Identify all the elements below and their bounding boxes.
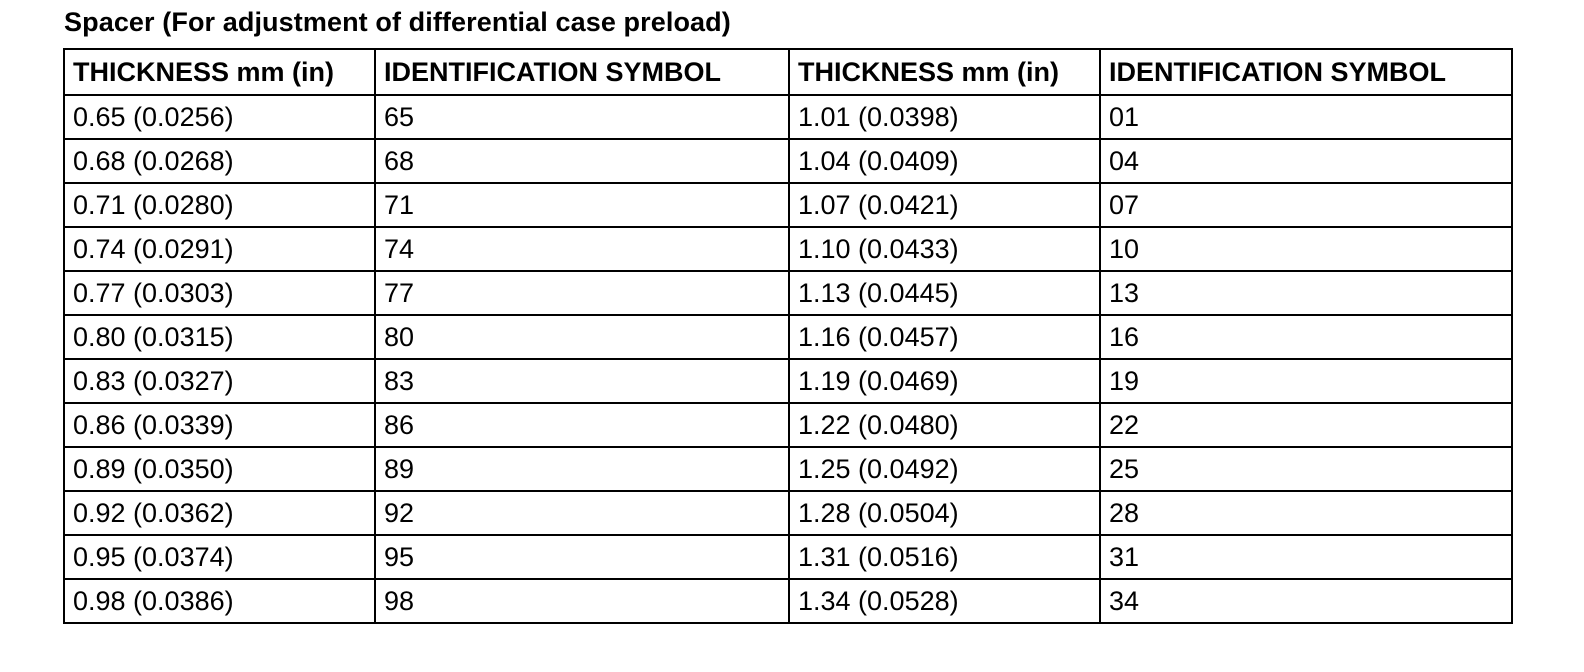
cell-symbol-right: 19 [1099, 358, 1513, 404]
spacer-table: THICKNESS mm (in) IDENTIFICATION SYMBOL … [63, 48, 1513, 624]
cell-symbol-right: 31 [1099, 534, 1513, 580]
cell-thickness-right: 1.22 (0.0480) [788, 402, 1101, 448]
cell-symbol-left: 80 [374, 314, 790, 360]
cell-thickness-left: 0.95 (0.0374) [63, 534, 376, 580]
header-thickness-left: THICKNESS mm (in) [63, 48, 376, 96]
cell-symbol-right: 22 [1099, 402, 1513, 448]
cell-thickness-left: 0.92 (0.0362) [63, 490, 376, 536]
cell-thickness-right: 1.16 (0.0457) [788, 314, 1101, 360]
cell-thickness-left: 0.77 (0.0303) [63, 270, 376, 316]
cell-symbol-right: 01 [1099, 94, 1513, 140]
table-row: 0.86 (0.0339) 86 1.22 (0.0480) 22 [63, 402, 1513, 448]
cell-thickness-left: 0.86 (0.0339) [63, 402, 376, 448]
cell-thickness-left: 0.71 (0.0280) [63, 182, 376, 228]
table-row: 0.98 (0.0386) 98 1.34 (0.0528) 34 [63, 578, 1513, 624]
table-row: 0.74 (0.0291) 74 1.10 (0.0433) 10 [63, 226, 1513, 272]
cell-symbol-left: 89 [374, 446, 790, 492]
cell-thickness-right: 1.04 (0.0409) [788, 138, 1101, 184]
cell-symbol-left: 92 [374, 490, 790, 536]
header-symbol-right: IDENTIFICATION SYMBOL [1099, 48, 1513, 96]
table-row: 0.68 (0.0268) 68 1.04 (0.0409) 04 [63, 138, 1513, 184]
table-row: 0.95 (0.0374) 95 1.31 (0.0516) 31 [63, 534, 1513, 580]
cell-symbol-left: 68 [374, 138, 790, 184]
table-row: 0.83 (0.0327) 83 1.19 (0.0469) 19 [63, 358, 1513, 404]
cell-thickness-left: 0.65 (0.0256) [63, 94, 376, 140]
cell-thickness-left: 0.68 (0.0268) [63, 138, 376, 184]
cell-symbol-right: 28 [1099, 490, 1513, 536]
cell-symbol-left: 74 [374, 226, 790, 272]
table-row: 0.65 (0.0256) 65 1.01 (0.0398) 01 [63, 94, 1513, 140]
cell-thickness-right: 1.25 (0.0492) [788, 446, 1101, 492]
cell-thickness-left: 0.74 (0.0291) [63, 226, 376, 272]
table-header: THICKNESS mm (in) IDENTIFICATION SYMBOL … [63, 48, 1513, 96]
cell-symbol-right: 25 [1099, 446, 1513, 492]
page-title: Spacer (For adjustment of differential c… [64, 7, 731, 37]
cell-symbol-right: 07 [1099, 182, 1513, 228]
cell-symbol-right: 34 [1099, 578, 1513, 624]
cell-symbol-left: 83 [374, 358, 790, 404]
cell-symbol-left: 95 [374, 534, 790, 580]
cell-thickness-left: 0.80 (0.0315) [63, 314, 376, 360]
header-thickness-right: THICKNESS mm (in) [788, 48, 1101, 96]
cell-symbol-left: 98 [374, 578, 790, 624]
cell-symbol-right: 16 [1099, 314, 1513, 360]
cell-thickness-right: 1.10 (0.0433) [788, 226, 1101, 272]
cell-thickness-right: 1.19 (0.0469) [788, 358, 1101, 404]
table-row: 0.77 (0.0303) 77 1.13 (0.0445) 13 [63, 270, 1513, 316]
cell-symbol-left: 65 [374, 94, 790, 140]
cell-symbol-left: 77 [374, 270, 790, 316]
header-row: THICKNESS mm (in) IDENTIFICATION SYMBOL … [63, 48, 1513, 96]
cell-symbol-left: 86 [374, 402, 790, 448]
cell-symbol-right: 13 [1099, 270, 1513, 316]
cell-thickness-left: 0.89 (0.0350) [63, 446, 376, 492]
cell-thickness-right: 1.31 (0.0516) [788, 534, 1101, 580]
table-row: 0.71 (0.0280) 71 1.07 (0.0421) 07 [63, 182, 1513, 228]
cell-thickness-right: 1.34 (0.0528) [788, 578, 1101, 624]
cell-thickness-left: 0.98 (0.0386) [63, 578, 376, 624]
table-row: 0.80 (0.0315) 80 1.16 (0.0457) 16 [63, 314, 1513, 360]
table-row: 0.92 (0.0362) 92 1.28 (0.0504) 28 [63, 490, 1513, 536]
table-row: 0.89 (0.0350) 89 1.25 (0.0492) 25 [63, 446, 1513, 492]
cell-symbol-right: 04 [1099, 138, 1513, 184]
cell-thickness-right: 1.07 (0.0421) [788, 182, 1101, 228]
cell-symbol-right: 10 [1099, 226, 1513, 272]
header-symbol-left: IDENTIFICATION SYMBOL [374, 48, 790, 96]
cell-thickness-right: 1.01 (0.0398) [788, 94, 1101, 140]
cell-symbol-left: 71 [374, 182, 790, 228]
table-body: 0.65 (0.0256) 65 1.01 (0.0398) 01 0.68 (… [63, 94, 1513, 624]
cell-thickness-right: 1.13 (0.0445) [788, 270, 1101, 316]
cell-thickness-right: 1.28 (0.0504) [788, 490, 1101, 536]
cell-thickness-left: 0.83 (0.0327) [63, 358, 376, 404]
